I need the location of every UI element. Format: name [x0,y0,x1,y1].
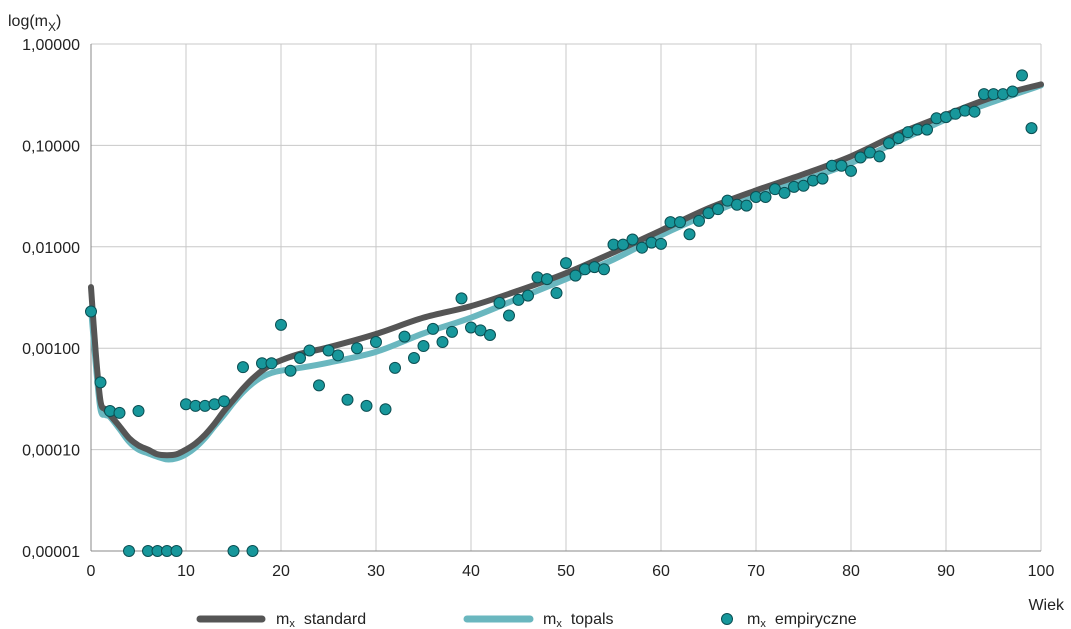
data-point-empiryczne [132,405,145,418]
x-tick-label: 30 [367,563,385,580]
data-point-empiryczne [474,324,487,337]
data-point-empiryczne [275,318,287,331]
data-point-empiryczne [569,269,582,282]
data-point-empiryczne [303,344,316,357]
data-point-empiryczne [712,203,724,216]
data-point-empiryczne [284,364,297,377]
legend-item-standard: mx standard [196,611,366,629]
data-point-empiryczne [113,406,126,419]
data-point-empiryczne [636,241,648,254]
y-tick-label: 0,01000 [22,240,80,257]
data-point-empiryczne [246,545,259,557]
data-point-empiryczne [389,361,401,374]
x-tick-label: 20 [272,563,290,580]
y-tick-label: 0,10000 [22,138,80,155]
y-axis-title: log(mX) [8,13,61,34]
legend-marker-empiryczne [721,613,733,625]
x-tick-label: 50 [557,563,575,580]
data-point-empiryczne [436,336,449,349]
data-point-empiryczne [892,132,905,145]
data-point-empiryczne [626,233,639,246]
y-tick-label: 0,00100 [22,341,80,358]
grid [90,43,1042,552]
data-point-empiryczne [351,342,363,355]
data-point-empiryczne [379,403,392,416]
data-point-empiryczne [541,273,553,286]
legend-item-topals: mx topals [463,611,614,629]
data-point-empiryczne [550,287,563,300]
scatter-points [85,69,1038,557]
data-point-empiryczne [85,305,97,318]
data-point-empiryczne [598,263,610,276]
x-axis-title: Wiek [1028,597,1065,614]
data-point-empiryczne [370,336,382,349]
data-point-empiryczne [218,395,230,408]
data-point-empiryczne [123,545,135,557]
data-point-empiryczne [883,137,895,150]
data-point-empiryczne [170,545,183,557]
x-tick-label: 80 [842,563,860,580]
data-point-empiryczne [427,322,439,335]
data-point-empiryczne [845,164,857,177]
data-point-empiryczne [227,545,240,557]
data-point-empiryczne [455,292,468,305]
data-point-empiryczne [674,216,686,229]
y-tick-label: 0,00001 [22,544,80,561]
data-point-empiryczne [778,186,791,199]
data-point-empiryczne [322,344,335,357]
data-point-empiryczne [237,361,249,374]
data-point-empiryczne [740,199,753,212]
data-point-empiryczne [797,179,810,192]
legend-item-empiryczne: mx empiryczne [721,611,857,629]
data-point-empiryczne [398,330,411,343]
data-point-empiryczne [873,150,886,163]
data-point-empiryczne [522,289,534,302]
data-point-empiryczne [816,172,829,185]
data-point-empiryczne [446,325,458,338]
data-point-empiryczne [341,393,354,406]
data-point-empiryczne [408,352,420,365]
data-point-empiryczne [1006,85,1019,98]
x-tick-label: 60 [652,563,670,580]
data-point-empiryczne [484,328,496,341]
y-tick-label: 0,00010 [22,443,80,460]
data-point-empiryczne [1025,122,1038,135]
data-point-empiryczne [835,159,848,172]
data-point-empiryczne [360,399,373,412]
x-tick-label: 40 [462,563,480,580]
x-tick-label: 70 [747,563,765,580]
data-point-empiryczne [294,352,306,365]
data-point-empiryczne [655,237,667,250]
y-tick-labels: 0,00001 0,00010 0,00100 0,01000 0,10000 1,000… [22,37,80,561]
data-point-empiryczne [493,296,506,309]
data-point-empiryczne [617,238,629,251]
data-point-empiryczne [683,228,696,241]
legend: mx standard mx topals mx empiryczne [196,611,857,629]
data-point-empiryczne [265,357,278,370]
y-tick-label: 1,00000 [22,37,80,54]
x-tick-label: 10 [177,563,195,580]
data-point-empiryczne [693,214,705,227]
data-point-empiryczne [417,340,430,353]
x-tick-label: 100 [1028,563,1055,580]
x-tick-label: 90 [937,563,955,580]
data-point-empiryczne [759,190,772,203]
data-point-empiryczne [94,376,107,389]
data-point-empiryczne [968,105,981,118]
x-tick-labels: 0 10 20 30 40 50 60 70 80 90 100 [87,563,1055,580]
data-point-empiryczne [313,379,325,392]
data-point-empiryczne [332,349,344,362]
data-point-empiryczne [560,257,572,270]
x-tick-label: 0 [87,563,96,580]
y-axis-title-subscript: X [48,20,56,34]
data-point-empiryczne [503,309,515,322]
data-point-empiryczne [1016,69,1028,82]
data-point-empiryczne [921,123,933,136]
data-point-empiryczne [854,151,867,164]
